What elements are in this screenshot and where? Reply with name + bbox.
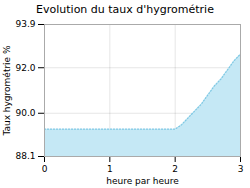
svg-text:1: 1 xyxy=(107,164,113,174)
svg-text:90.0: 90.0 xyxy=(15,108,35,118)
svg-text:3: 3 xyxy=(238,164,244,174)
svg-text:heure par heure: heure par heure xyxy=(106,176,179,186)
svg-text:0: 0 xyxy=(42,164,48,174)
svg-text:92.0: 92.0 xyxy=(15,63,35,73)
html-text:Evolution du taux d'hygrométri: Evolution du taux d'hygrométrie xyxy=(36,3,214,16)
svg-text:2: 2 xyxy=(172,164,178,174)
svg-text:Taux hygrométrie %: Taux hygrométrie % xyxy=(2,45,12,137)
svg-text:93.9: 93.9 xyxy=(15,19,35,29)
svg-text:88.1: 88.1 xyxy=(15,151,35,161)
